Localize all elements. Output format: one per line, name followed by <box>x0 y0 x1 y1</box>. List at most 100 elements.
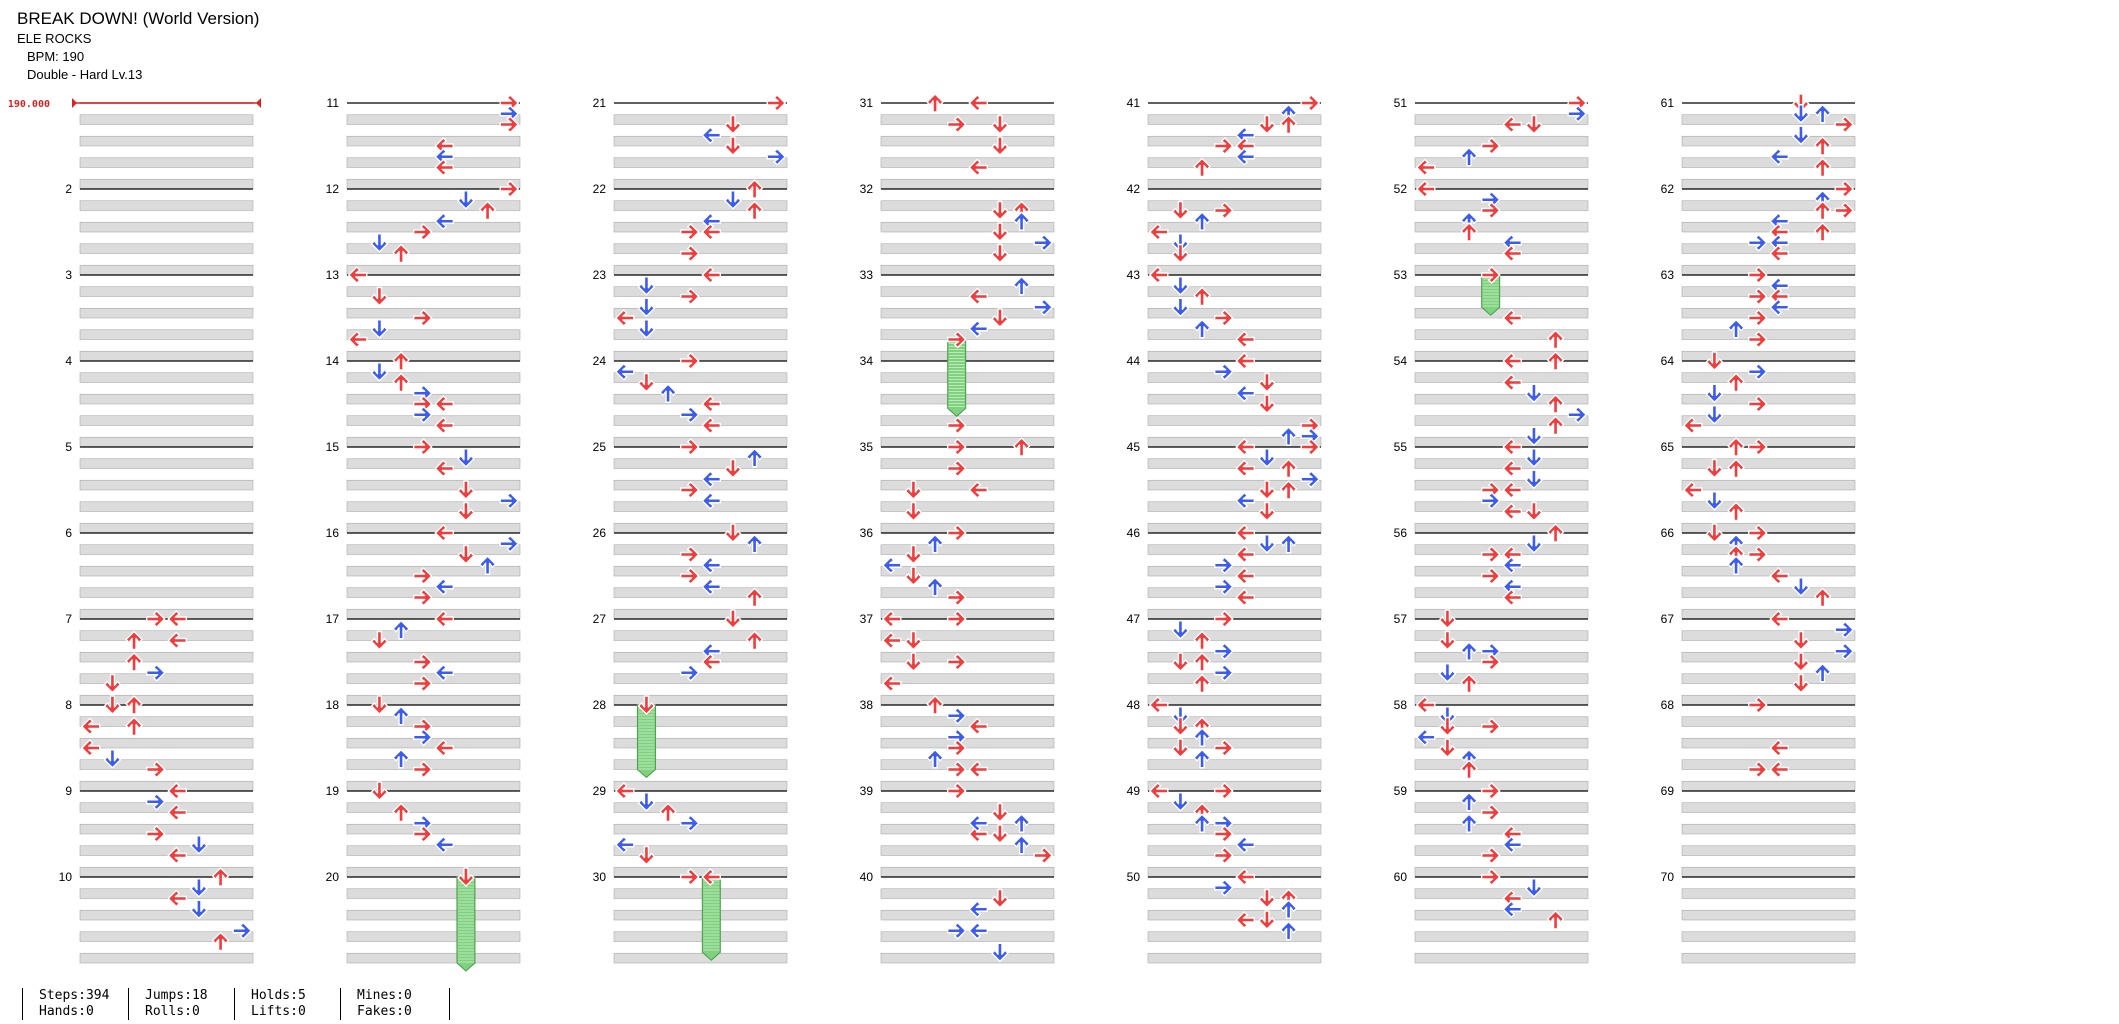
beat-shade <box>1147 200 1322 211</box>
right-arrow-icon <box>1567 406 1587 424</box>
beat-shade <box>1681 286 1856 297</box>
beat-shade <box>1147 329 1322 340</box>
right-arrow-icon <box>1213 201 1234 220</box>
measure-number: 5 <box>65 440 72 454</box>
beat-shade <box>79 587 254 598</box>
hold-body <box>456 876 476 972</box>
left-arrow-icon <box>1416 696 1436 714</box>
measure-number: 9 <box>65 784 72 798</box>
down-arrow-icon <box>991 802 1009 823</box>
stat-group-jumps: Jumps:18 Rolls:0 <box>128 988 228 1020</box>
beat-shade <box>1414 307 1589 319</box>
right-arrow-icon <box>1747 309 1768 327</box>
down-arrow-icon <box>991 243 1009 264</box>
down-arrow-icon <box>904 480 923 500</box>
down-arrow-icon <box>724 609 742 629</box>
left-arrow-icon <box>1416 728 1436 746</box>
up-arrow-icon <box>1813 587 1832 608</box>
beat-shade <box>79 608 254 620</box>
down-arrow-icon <box>1792 652 1810 672</box>
beat-shade <box>613 759 788 770</box>
down-arrow-icon <box>1258 372 1276 393</box>
up-arrow-icon <box>1279 480 1298 500</box>
right-arrow-icon <box>1480 717 1501 736</box>
beat-shade <box>1414 243 1589 254</box>
left-arrow-icon <box>882 631 902 650</box>
beat-shade <box>613 802 788 813</box>
measure-number: 12 <box>326 182 340 196</box>
left-arrow-icon <box>615 363 635 381</box>
measure-number: 11 <box>327 96 340 110</box>
left-arrow-icon <box>348 330 368 349</box>
beat-shade <box>346 221 521 233</box>
up-arrow-icon <box>1193 630 1211 651</box>
up-arrow-icon <box>1813 200 1832 221</box>
stat-fakes: Fakes:0 <box>357 1004 412 1019</box>
right-arrow-icon <box>679 287 700 306</box>
beat-shade <box>1414 415 1589 426</box>
down-arrow-icon <box>724 114 742 135</box>
up-arrow-icon <box>926 93 944 113</box>
beat-shade <box>1147 372 1322 383</box>
beat-shade <box>79 931 254 942</box>
up-arrow-icon <box>392 706 410 726</box>
down-arrow-icon <box>1525 448 1543 468</box>
beat-shade <box>1414 565 1589 577</box>
down-arrow-icon <box>1171 297 1190 317</box>
right-arrow-icon <box>946 438 967 456</box>
beat-shade <box>1681 221 1856 233</box>
down-arrow-icon <box>370 233 389 253</box>
beat-shade <box>880 587 1055 598</box>
beat-shade <box>613 329 788 340</box>
measure-number: 47 <box>1127 612 1141 626</box>
beat-shade <box>79 909 254 921</box>
right-arrow-icon <box>1480 567 1501 585</box>
beat-shade <box>1147 436 1322 448</box>
beat-shade <box>880 845 1055 856</box>
beat-shade <box>880 458 1055 469</box>
down-arrow-icon <box>991 888 1009 909</box>
beat-shade <box>1414 780 1589 792</box>
beat-shade <box>79 286 254 297</box>
right-arrow-icon <box>1480 545 1501 564</box>
beat-shade <box>613 393 788 405</box>
beat-shade <box>79 329 254 340</box>
beat-shade <box>79 114 254 125</box>
beat-shade <box>1681 931 1856 942</box>
beat-shade <box>346 716 521 727</box>
beat-shade <box>1414 264 1589 276</box>
down-arrow-icon <box>904 544 923 565</box>
beat-shade <box>346 350 521 362</box>
beat-shade <box>346 845 521 856</box>
left-arrow-icon <box>1683 481 1703 499</box>
beat-shade <box>880 802 1055 813</box>
measure-number: 17 <box>326 612 340 626</box>
measure-number: 70 <box>1661 870 1675 884</box>
beat-shade <box>880 694 1055 706</box>
down-arrow-icon <box>1258 534 1276 554</box>
left-arrow-icon <box>1502 588 1523 607</box>
beat-shade <box>346 307 521 319</box>
beat-shade <box>1681 372 1856 383</box>
right-arrow-icon <box>946 782 967 800</box>
beat-shade <box>1147 157 1322 168</box>
beat-shade <box>613 372 788 383</box>
stat-group-holds: Holds:5 Lifts:0 <box>234 988 334 1020</box>
beat-shade <box>1681 694 1856 706</box>
beat-shade <box>79 157 254 168</box>
up-arrow-icon <box>1279 114 1298 135</box>
left-arrow-icon <box>1769 567 1790 585</box>
measure-number: 34 <box>860 354 874 368</box>
left-arrow-icon <box>1769 610 1790 628</box>
song-header: BREAK DOWN! (World Version) ELE ROCKS BP… <box>17 8 259 84</box>
up-arrow-icon <box>926 749 944 769</box>
up-arrow-icon <box>745 630 764 651</box>
bpm-arrow-right <box>256 98 261 108</box>
right-arrow-icon <box>1480 846 1501 865</box>
left-arrow-icon <box>968 717 989 736</box>
down-arrow-icon <box>1438 630 1457 651</box>
left-arrow-icon <box>968 320 989 338</box>
beat-shade <box>346 286 521 297</box>
beat-shade <box>346 436 521 448</box>
left-arrow-icon <box>1769 148 1790 166</box>
